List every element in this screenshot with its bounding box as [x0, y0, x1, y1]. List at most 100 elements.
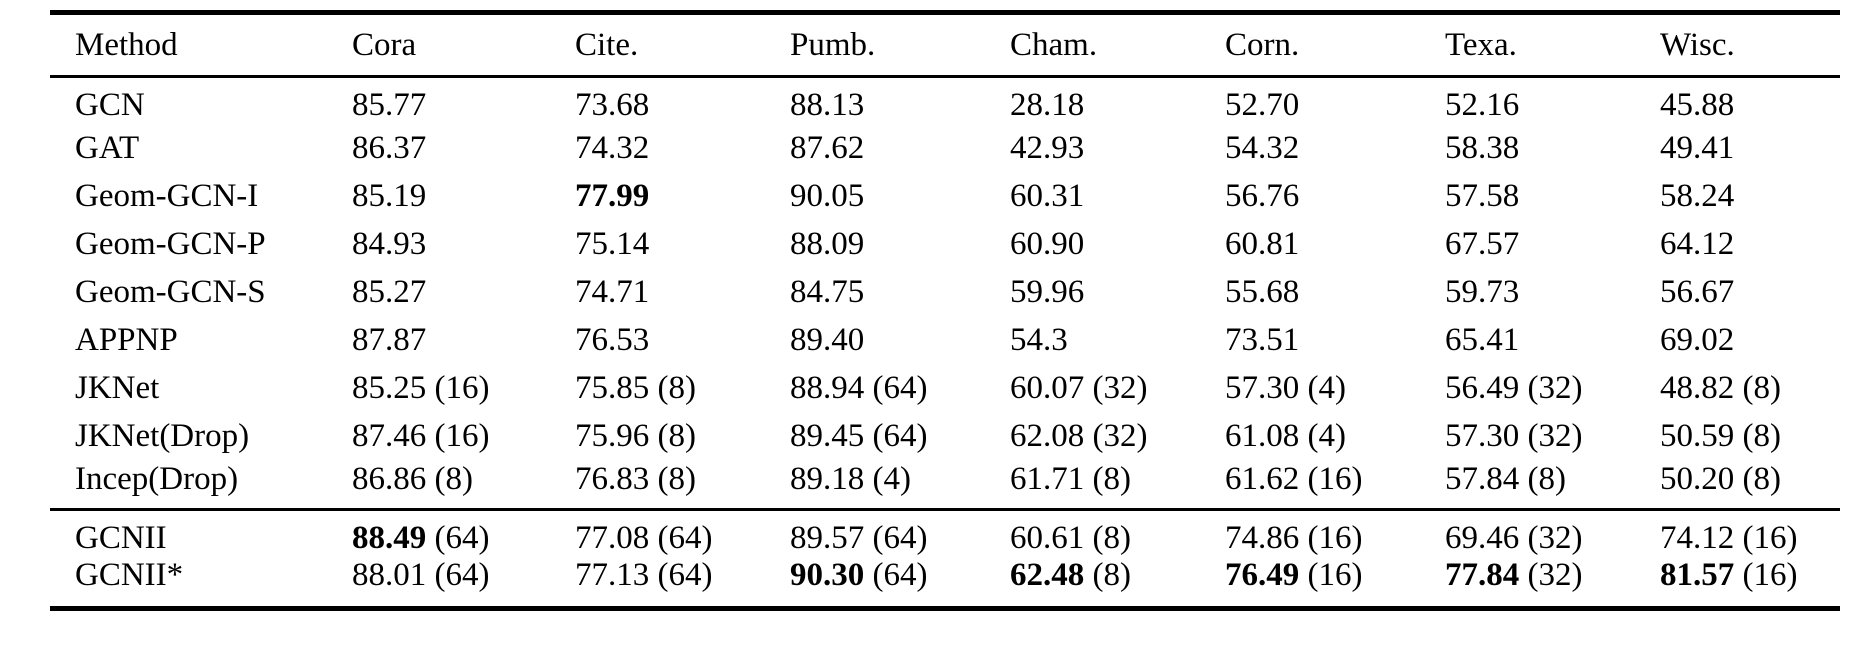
layer-count: (4) [872, 460, 911, 497]
result-cell: 85.25 (16) [327, 365, 550, 413]
layer-count: (64) [872, 557, 928, 593]
gcnii-group: GCNII 88.49 (64) 77.08 (64) 89.57 (64) 60.61… [50, 509, 1840, 609]
column-header-corn: Corn. [1225, 26, 1300, 63]
table-row: Incep(Drop) 86.86 (8) 76.83 (8) 89.18 (4) 61… [50, 461, 1840, 510]
result-cell: 74.71 [550, 269, 765, 317]
accuracy-value: 88.49 [352, 519, 427, 556]
result-cell: 77.08 (64) [550, 509, 765, 557]
result-cell: 73.68 [550, 77, 765, 125]
result-cell: 56.49 (32) [1420, 365, 1635, 413]
accuracy-value: 86.37 [352, 130, 427, 166]
result-cell: 69.46 (32) [1420, 509, 1635, 557]
result-cell: 65.41 [1420, 317, 1635, 365]
accuracy-value: 65.41 [1445, 322, 1520, 358]
result-cell: 77.99 [550, 173, 765, 221]
layer-count: (8) [1742, 370, 1781, 406]
table-row: Geom-GCN-S 85.27 74.71 84.75 59.96 55.68 59.73… [50, 269, 1840, 317]
table-row: GAT 86.37 74.32 87.62 42.93 54.32 58.38 49.41 [50, 125, 1840, 173]
result-cell: 60.81 [1200, 221, 1420, 269]
result-cell: 58.24 [1635, 173, 1840, 221]
result-cell: 54.3 [985, 317, 1200, 365]
result-cell: 60.61 (8) [985, 509, 1200, 557]
layer-count: (16) [434, 418, 490, 454]
accuracy-value: 69.46 [1445, 519, 1520, 556]
result-cell: 61.62 (16) [1200, 461, 1420, 510]
layer-count: (16) [1307, 557, 1363, 593]
accuracy-value: 58.38 [1445, 130, 1520, 166]
accuracy-value: 62.08 [1010, 418, 1085, 454]
accuracy-value: 60.07 [1010, 370, 1085, 406]
layer-count: (64) [872, 519, 928, 556]
accuracy-value: 90.30 [790, 557, 865, 593]
layer-count: (8) [434, 460, 473, 497]
column-header-cite: Cite. [575, 26, 639, 63]
accuracy-value: 89.18 [790, 460, 865, 497]
accuracy-value: 77.08 [575, 519, 650, 556]
layer-count: (8) [1527, 460, 1566, 497]
baseline-methods-group: GCN 85.77 73.68 88.13 28.18 52.70 52.16 45.88 GA… [50, 77, 1840, 510]
accuracy-value: 61.71 [1010, 460, 1085, 497]
result-cell: 62.48 (8) [985, 557, 1200, 609]
result-cell: 75.96 (8) [550, 413, 765, 461]
result-cell: 87.87 [327, 317, 550, 365]
column-header-wisc: Wisc. [1660, 26, 1735, 63]
accuracy-value: 85.19 [352, 178, 427, 214]
layer-count: (64) [434, 557, 490, 593]
accuracy-value: 81.57 [1660, 557, 1735, 593]
accuracy-value: 74.86 [1225, 519, 1300, 556]
accuracy-value: 87.46 [352, 418, 427, 454]
accuracy-value: 52.16 [1445, 86, 1520, 123]
result-cell: 75.14 [550, 221, 765, 269]
result-cell: 90.05 [765, 173, 985, 221]
accuracy-value: 77.99 [575, 178, 650, 214]
accuracy-value: 84.75 [790, 274, 865, 310]
result-cell: 54.32 [1200, 125, 1420, 173]
accuracy-value: 77.84 [1445, 557, 1520, 593]
accuracy-value: 76.83 [575, 460, 650, 497]
layer-count: (8) [1742, 418, 1781, 454]
result-cell: 59.73 [1420, 269, 1635, 317]
method-name: Geom-GCN-S [75, 274, 266, 310]
layer-count: (32) [1092, 370, 1148, 406]
result-cell: 89.57 (64) [765, 509, 985, 557]
accuracy-value: 58.24 [1660, 178, 1735, 214]
layer-count: (4) [1307, 418, 1346, 454]
method-name: GCNII* [75, 557, 184, 593]
accuracy-value: 49.41 [1660, 130, 1735, 166]
result-cell: 77.13 (64) [550, 557, 765, 609]
result-cell: 90.30 (64) [765, 557, 985, 609]
result-cell: 61.08 (4) [1200, 413, 1420, 461]
result-cell: 60.31 [985, 173, 1200, 221]
result-cell: 89.40 [765, 317, 985, 365]
accuracy-value: 59.73 [1445, 274, 1520, 310]
accuracy-value: 57.58 [1445, 178, 1520, 214]
table-row: GCNII 88.49 (64) 77.08 (64) 89.57 (64) 60.61… [50, 509, 1840, 557]
table-row: Geom-GCN-P 84.93 75.14 88.09 60.90 60.81 67.57… [50, 221, 1840, 269]
result-cell: 84.93 [327, 221, 550, 269]
table-row: GCN 85.77 73.68 88.13 28.18 52.70 52.16 45.88 [50, 77, 1840, 125]
method-name: JKNet [75, 370, 160, 406]
result-cell: 56.67 [1635, 269, 1840, 317]
accuracy-value: 87.62 [790, 130, 865, 166]
paper-results-table-page: Method Cora Cite. Pumb. Cham. Corn. Texa. Wisc.… [0, 10, 1871, 668]
result-cell: 57.84 (8) [1420, 461, 1635, 510]
result-cell: 87.46 (16) [327, 413, 550, 461]
table-row: APPNP 87.87 76.53 89.40 54.3 73.51 65.41 69.02 [50, 317, 1840, 365]
layer-count: (16) [1742, 519, 1798, 556]
layer-count: (8) [657, 418, 696, 454]
layer-count: (64) [872, 370, 928, 406]
result-cell: 88.49 (64) [327, 509, 550, 557]
column-header-method: Method [75, 26, 178, 63]
accuracy-value: 61.08 [1225, 418, 1300, 454]
accuracy-value: 89.40 [790, 322, 865, 358]
layer-count: (32) [1527, 370, 1583, 406]
accuracy-value: 52.70 [1225, 86, 1300, 123]
result-cell: 81.57 (16) [1635, 557, 1840, 609]
layer-count: (32) [1527, 557, 1583, 593]
accuracy-value: 77.13 [575, 557, 650, 593]
accuracy-value: 56.49 [1445, 370, 1520, 406]
layer-count: (64) [657, 519, 713, 556]
result-cell: 75.85 (8) [550, 365, 765, 413]
result-cell: 86.37 [327, 125, 550, 173]
result-cell: 85.77 [327, 77, 550, 125]
